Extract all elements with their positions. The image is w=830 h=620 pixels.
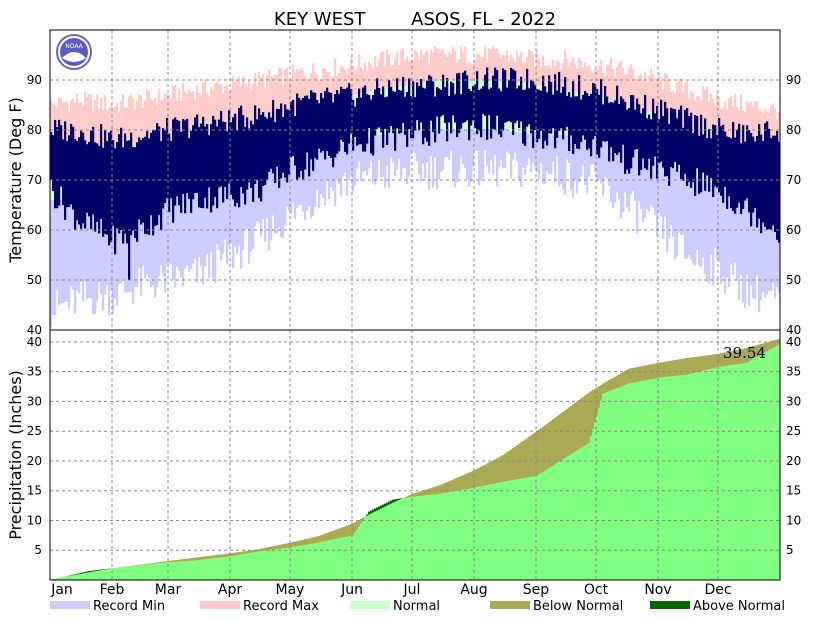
month-label: Apr <box>218 582 242 598</box>
y-tick-label: 5 <box>786 543 794 557</box>
y-tick-label: 40 <box>27 323 42 337</box>
noaa-logo: NOAA <box>56 34 92 70</box>
y-tick-label: 35 <box>786 365 801 379</box>
legend-swatch-normal <box>350 601 390 609</box>
legend-below-normal: Below Normal <box>533 599 623 614</box>
month-label: Sep <box>523 582 550 598</box>
precipitation-axis-label: Precipitation (Inches) <box>6 370 25 540</box>
temperature-axis-label: Temperature (Deg F) <box>6 97 25 264</box>
month-label: Aug <box>460 582 487 598</box>
month-label: Oct <box>584 582 609 598</box>
y-tick-label: 30 <box>786 394 801 408</box>
legend-swatch-record-max <box>200 601 240 609</box>
chart-title: KEY WEST ASOS, FL - 2022 <box>274 9 556 30</box>
y-tick-label: 60 <box>27 223 42 237</box>
precipitation-grid <box>50 330 780 580</box>
precipitation-total-label: 39.54 <box>723 344 766 362</box>
y-tick-label: 90 <box>27 73 42 87</box>
legend-swatch-record-min <box>50 601 90 609</box>
y-tick-label: 60 <box>786 223 801 237</box>
observed-temperature-bars <box>50 67 781 280</box>
month-label: Jan <box>50 582 73 598</box>
legend-swatch-below-normal <box>490 601 530 609</box>
y-tick-label: 25 <box>786 424 801 438</box>
legend-record-min: Record Min <box>93 599 165 614</box>
y-tick-label: 50 <box>27 273 42 287</box>
y-tick-label: 5 <box>34 543 42 557</box>
y-tick-label: 10 <box>27 514 42 528</box>
y-tick-label: 40 <box>27 335 42 349</box>
month-label: May <box>276 582 305 598</box>
svg-text:NOAA: NOAA <box>65 43 83 50</box>
month-label: Jul <box>403 582 421 598</box>
y-tick-label: 70 <box>27 173 42 187</box>
y-tick-label: 20 <box>27 454 42 468</box>
temperature-panel: 40 50 60 70 80 90 40 50 60 70 80 90 <box>27 30 801 337</box>
legend: Record Min Record Max Normal Below Norma… <box>50 599 785 614</box>
legend-record-max: Record Max <box>243 599 319 614</box>
precipitation-panel: 5 10 15 20 25 30 35 40 5 10 15 20 25 30 35 40 <box>27 330 801 580</box>
legend-swatch-above-normal <box>650 601 690 609</box>
month-label: Feb <box>100 582 125 598</box>
y-tick-label: 30 <box>27 394 42 408</box>
y-tick-label: 25 <box>27 424 42 438</box>
precipitation-frame <box>49 329 781 581</box>
y-tick-label: 20 <box>786 454 801 468</box>
y-tick-label: 80 <box>786 123 801 137</box>
y-tick-label: 80 <box>27 123 42 137</box>
y-tick-label: 50 <box>786 273 801 287</box>
y-tick-label: 40 <box>786 323 801 337</box>
temperature-grid <box>50 30 780 330</box>
y-tick-label: 10 <box>786 514 801 528</box>
legend-normal: Normal <box>393 599 440 614</box>
month-label: Nov <box>644 582 671 598</box>
month-label: Dec <box>704 582 731 598</box>
month-label: Jun <box>340 582 363 598</box>
y-tick-label: 40 <box>786 335 801 349</box>
legend-above-normal: Above Normal <box>693 599 785 614</box>
y-tick-label: 15 <box>786 484 801 498</box>
y-tick-label: 70 <box>786 173 801 187</box>
y-tick-label: 35 <box>27 365 42 379</box>
y-tick-label: 90 <box>786 73 801 87</box>
month-label: Mar <box>155 582 182 598</box>
y-tick-label: 15 <box>27 484 42 498</box>
